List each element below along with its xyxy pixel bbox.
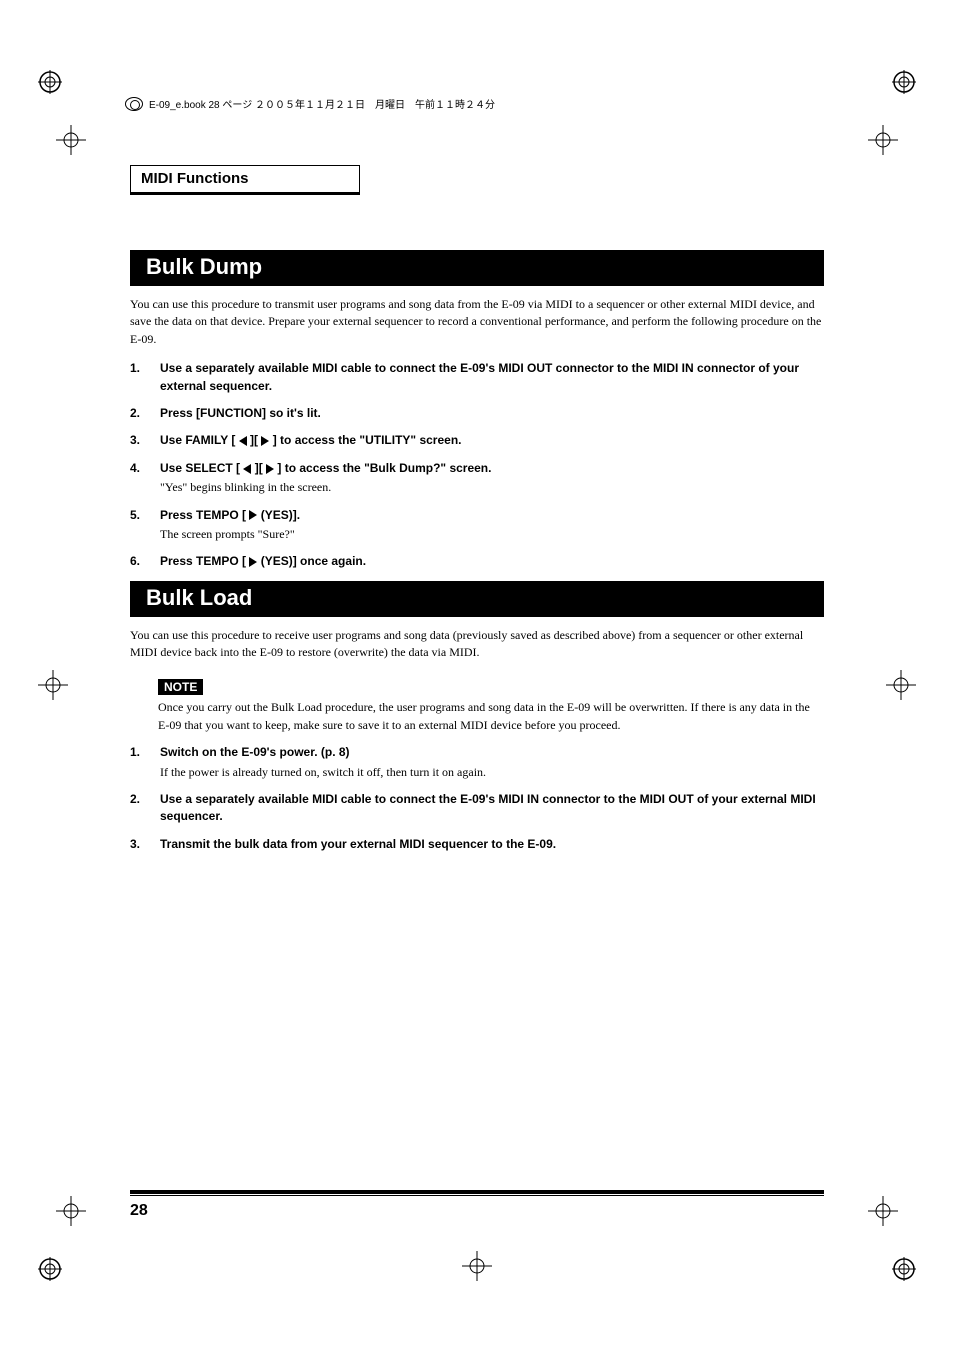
bulk-dump-intro: You can use this procedure to transmit u… [130, 296, 824, 348]
crop-mark-icon [892, 70, 916, 94]
footer-rule [130, 1190, 824, 1196]
registration-icon [56, 1196, 86, 1226]
registration-icon [868, 1196, 898, 1226]
load-step-1: 1. Switch on the E-09's power. (p. 8) If… [130, 744, 824, 781]
step-text: Use SELECT [ [160, 461, 243, 475]
registration-icon [56, 125, 86, 155]
dump-step-2: 2. Press [FUNCTION] so it's lit. [130, 405, 824, 422]
step-text: (YES)]. [257, 508, 300, 522]
registration-icon [462, 1251, 492, 1281]
binder-ring-icon [125, 97, 143, 111]
crop-mark-icon [38, 1257, 62, 1281]
step-text: Use FAMILY [ [160, 433, 239, 447]
section-header-text: MIDI Functions [141, 170, 249, 187]
step-text: Use a separately available MIDI cable to… [160, 792, 816, 823]
step-text: Press TEMPO [ [160, 554, 249, 568]
section-header: MIDI Functions [130, 165, 360, 195]
step-detail: If the power is already turned on, switc… [160, 764, 824, 781]
step-text: Switch on the E-09's power. (p. 8) [160, 745, 350, 759]
step-detail: The screen prompts "Sure?" [160, 526, 824, 543]
note-label: NOTE [158, 679, 203, 695]
triangle-left-icon [239, 436, 247, 446]
step-text: Press [FUNCTION] so it's lit. [160, 406, 321, 420]
step-text: Press TEMPO [ [160, 508, 249, 522]
step-number: 3. [130, 432, 160, 449]
dump-step-4: 4. Use SELECT [ ][ ] to access the "Bulk… [130, 460, 824, 497]
crop-mark-icon [892, 1257, 916, 1281]
step-detail: "Yes" begins blinking in the screen. [160, 479, 824, 496]
print-metadata-text: E-09_e.book 28 ページ ２００５年１１月２１日 月曜日 午前１１時… [149, 96, 495, 111]
step-number: 5. [130, 507, 160, 544]
registration-icon [886, 670, 916, 700]
load-step-2: 2. Use a separately available MIDI cable… [130, 791, 824, 826]
dump-step-5: 5. Press TEMPO [ (YES)]. The screen prom… [130, 507, 824, 544]
step-text: ] to access the "UTILITY" screen. [269, 433, 461, 447]
note-text: Once you carry out the Bulk Load procedu… [158, 699, 824, 734]
step-number: 4. [130, 460, 160, 497]
crop-mark-icon [38, 70, 62, 94]
page-number: 28 [130, 1202, 148, 1220]
step-number: 2. [130, 405, 160, 422]
step-text: ][ [247, 433, 262, 447]
step-number: 1. [130, 360, 160, 395]
registration-icon [38, 670, 68, 700]
step-text: ][ [251, 461, 266, 475]
bulk-dump-title: Bulk Dump [130, 250, 824, 286]
step-number: 3. [130, 836, 160, 853]
dump-step-1: 1. Use a separately available MIDI cable… [130, 360, 824, 395]
step-text: Use a separately available MIDI cable to… [160, 361, 799, 392]
step-text: ] to access the "Bulk Dump?" screen. [274, 461, 491, 475]
load-step-3: 3. Transmit the bulk data from your exte… [130, 836, 824, 853]
step-number: 1. [130, 744, 160, 781]
bulk-load-title: Bulk Load [130, 581, 824, 617]
step-number: 2. [130, 791, 160, 826]
registration-icon [868, 125, 898, 155]
triangle-right-icon [266, 464, 274, 474]
step-text: Transmit the bulk data from your externa… [160, 837, 556, 851]
page-content: MIDI Functions Bulk Dump You can use thi… [130, 165, 824, 863]
dump-step-6: 6. Press TEMPO [ (YES)] once again. [130, 553, 824, 570]
step-text: (YES)] once again. [257, 554, 366, 568]
bulk-load-intro: You can use this procedure to receive us… [130, 627, 824, 662]
print-metadata: E-09_e.book 28 ページ ２００５年１１月２１日 月曜日 午前１１時… [125, 96, 495, 111]
dump-step-3: 3. Use FAMILY [ ][ ] to access the "UTIL… [130, 432, 824, 449]
step-number: 6. [130, 553, 160, 570]
